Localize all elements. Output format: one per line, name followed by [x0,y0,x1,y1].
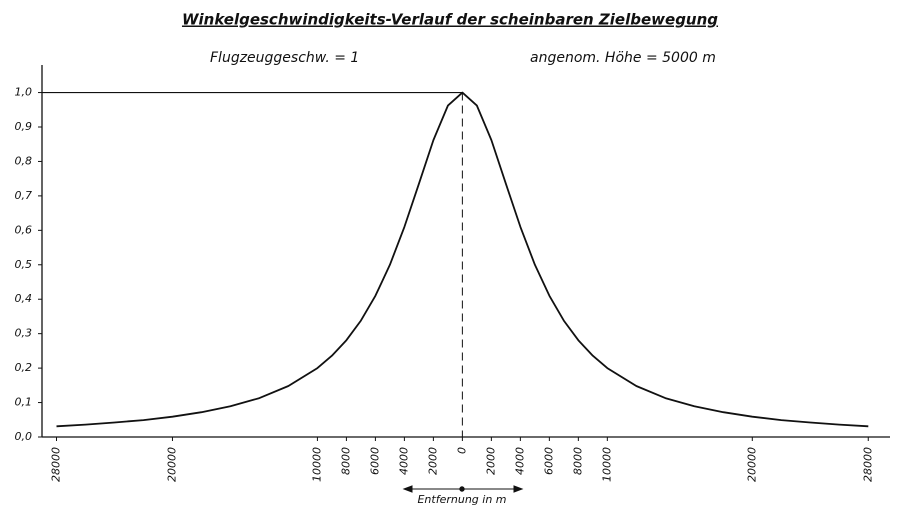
x-tick-label: 4000 [513,447,526,475]
x-tick-label: 20000 [745,447,758,482]
y-tick-label: 0,3 [15,327,33,340]
y-tick-label: 1,0 [15,86,33,99]
y-tick-label: 0,5 [15,258,33,271]
x-tick-label: 28000 [49,447,62,482]
curve [56,91,869,428]
y-tick-label: 0,9 [15,120,33,133]
x-tick-label: 8000 [339,447,352,475]
x-tick-label: 10000 [600,447,613,482]
y-tick-label: 0,0 [15,430,33,443]
y-tick-label: 0,6 [15,223,33,236]
x-tick-label: 2000 [426,447,439,475]
annotation: angenom. Höhe = 5000 m [530,50,716,66]
x-tick-label: 4000 [397,447,410,475]
distance-arrow [402,485,524,493]
y-tick-label: 0,7 [15,189,33,202]
y-tick-label: 0,4 [15,292,33,305]
x-tick-label: 0 [455,447,468,454]
x-axis-label: Entfernung in m [417,493,506,506]
x-tick-label: 28000 [861,447,874,482]
x-tick-label: 8000 [571,447,584,475]
x-tick-label: 2000 [484,447,497,475]
x-tick-label: 10000 [310,447,323,482]
y-tick-label: 0,2 [15,361,33,374]
y-tick-label: 0,8 [15,154,33,167]
chart-title: Winkelgeschwindigkeits-Verlauf der schei… [182,11,718,29]
x-tick-label: 20000 [165,447,178,482]
x-tick-label: 6000 [542,447,555,475]
x-tick-label: 6000 [368,447,381,475]
annotation: Flugzeuggeschw. = 1 [210,50,359,66]
y-tick-label: 0,1 [15,396,33,409]
